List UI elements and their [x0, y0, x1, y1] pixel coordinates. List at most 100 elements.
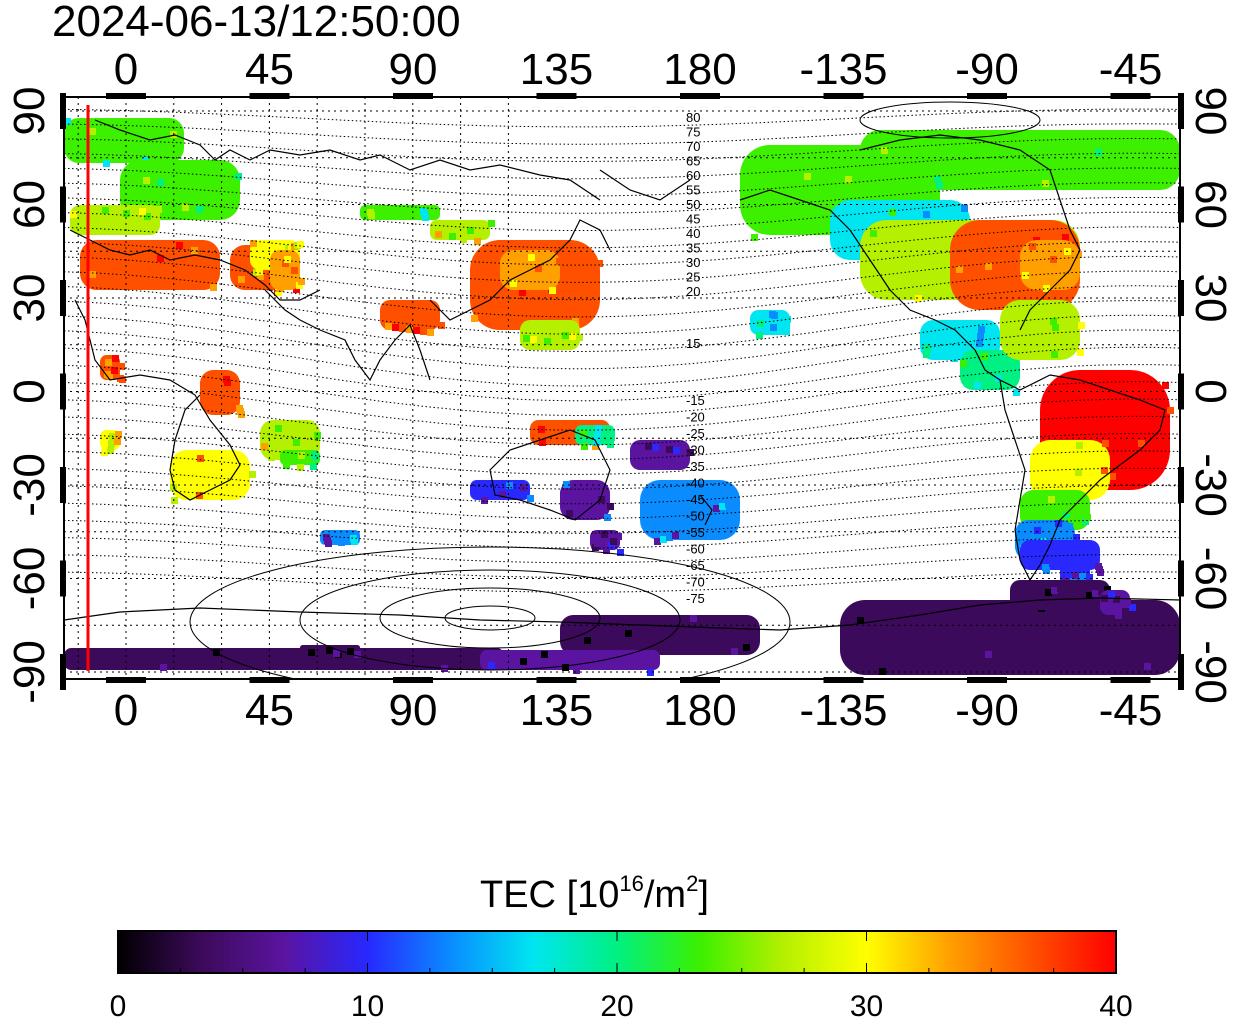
bottom-tick-bar	[823, 677, 864, 683]
tec-pixel	[64, 118, 71, 125]
tec-pixel	[539, 439, 546, 446]
tec-pixel	[573, 667, 580, 674]
tec-pixel	[757, 320, 764, 327]
tec-pixel	[1095, 149, 1102, 156]
tec-pixel	[1050, 318, 1057, 325]
tec-pixel	[399, 325, 406, 332]
tec-pixel	[336, 533, 343, 540]
colorbar-tick-label: 0	[110, 990, 127, 1021]
bottom-tick-bar	[536, 677, 577, 683]
tec-pixel	[638, 442, 645, 449]
tec-pixel	[1038, 292, 1045, 299]
tec-pixel	[1073, 534, 1080, 541]
tec-pixel	[647, 669, 654, 676]
left-latitude-axis: 90 60 30 0 -30 -60 -90	[5, 87, 54, 704]
tec-pixel	[687, 449, 694, 456]
tec-patches	[64, 118, 1180, 676]
tec-pixel	[442, 222, 449, 229]
tec-pixel	[107, 657, 114, 664]
tec-pixel	[1091, 634, 1098, 641]
tec-pixel	[157, 255, 164, 262]
tec-pixel	[879, 668, 886, 675]
left-lat-tick-label: -30	[5, 453, 54, 517]
tec-pixel	[235, 173, 242, 180]
tec-pixel	[117, 147, 124, 154]
tec-pixel	[576, 334, 583, 341]
magnetic-latitude-label: 40	[686, 226, 700, 241]
tec-pixel	[118, 363, 125, 370]
magnetic-latitude-label: 70	[686, 139, 700, 154]
tec-patch	[1010, 580, 1110, 610]
tec-pixel	[862, 266, 869, 273]
tec-pixel	[296, 282, 303, 289]
top-tick-bar	[967, 93, 1007, 99]
tec-pixel	[209, 389, 216, 396]
tec-pixel	[915, 295, 922, 302]
tec-pixel	[845, 176, 852, 183]
tec-pixel	[603, 547, 610, 554]
tec-pixel	[297, 464, 304, 471]
tec-pixel	[527, 495, 534, 502]
tec-pixel	[168, 202, 175, 209]
tec-pixel	[307, 421, 314, 428]
tec-pixel	[155, 206, 162, 213]
tec-pixel	[666, 534, 673, 541]
tec-pixel	[1101, 467, 1108, 474]
tec-pixel	[143, 177, 150, 184]
tec-pixel	[286, 428, 293, 435]
left-lat-tick-label: 30	[5, 274, 54, 323]
top-longitude-axis: 0 45 90 135 180 -135 -90 -45	[114, 45, 1163, 94]
tec-pixel	[566, 510, 573, 517]
bottom-lon-tick-label: 45	[245, 686, 294, 735]
magnetic-latitude-label: 20	[686, 284, 700, 299]
magnetic-pole-contour	[859, 101, 1041, 139]
tec-pixel	[601, 485, 608, 492]
tec-pixel	[1138, 440, 1145, 447]
bottom-tick-bar	[106, 677, 146, 683]
tec-pixel	[961, 205, 968, 212]
tec-pixel	[596, 260, 603, 267]
tec-pixel	[236, 405, 243, 412]
tec-pixel	[680, 448, 687, 455]
magnetic-contour	[64, 398, 1180, 446]
tec-pixel	[563, 481, 570, 488]
top-lon-tick-label: 0	[114, 45, 138, 94]
tec-pixel	[249, 471, 256, 478]
tec-pixel	[284, 256, 291, 263]
tec-pixel	[347, 648, 354, 655]
tec-pixel	[756, 332, 763, 339]
tec-pixel	[1085, 411, 1092, 418]
tec-pixel	[1051, 351, 1058, 358]
tec-pixel	[1086, 574, 1093, 581]
tec-pixel	[769, 311, 776, 318]
tec-pixel	[783, 328, 790, 335]
tec-pixel	[1129, 604, 1136, 611]
tec-pixel	[413, 327, 420, 334]
tec-pixel	[1162, 382, 1169, 389]
tec-pixel	[960, 360, 967, 367]
tec-pixel	[572, 318, 579, 325]
tec-pixel	[488, 662, 495, 669]
tec-pixel	[836, 240, 843, 247]
tec-pixel	[1023, 347, 1030, 354]
tec-pixel	[250, 240, 257, 247]
magnetic-latitude-label: -70	[686, 575, 705, 590]
tec-pixel	[660, 536, 667, 543]
magnetic-pole-contour	[299, 569, 681, 671]
tec-pixel	[101, 449, 108, 456]
tec-patch	[200, 370, 240, 415]
magnetic-latitude-label: -55	[686, 525, 705, 540]
tec-pixel	[1108, 591, 1115, 598]
tec-pixel	[1043, 285, 1050, 292]
tec-pixel	[326, 647, 333, 654]
tec-pixel	[645, 443, 652, 450]
tec-pixel	[596, 633, 603, 640]
tec-pixel	[751, 234, 758, 241]
tec-pixel	[89, 271, 96, 278]
tec-pixel	[804, 173, 811, 180]
tec-pixel	[427, 329, 434, 336]
tec-pixel	[881, 147, 888, 154]
tec-pixel	[319, 652, 326, 659]
